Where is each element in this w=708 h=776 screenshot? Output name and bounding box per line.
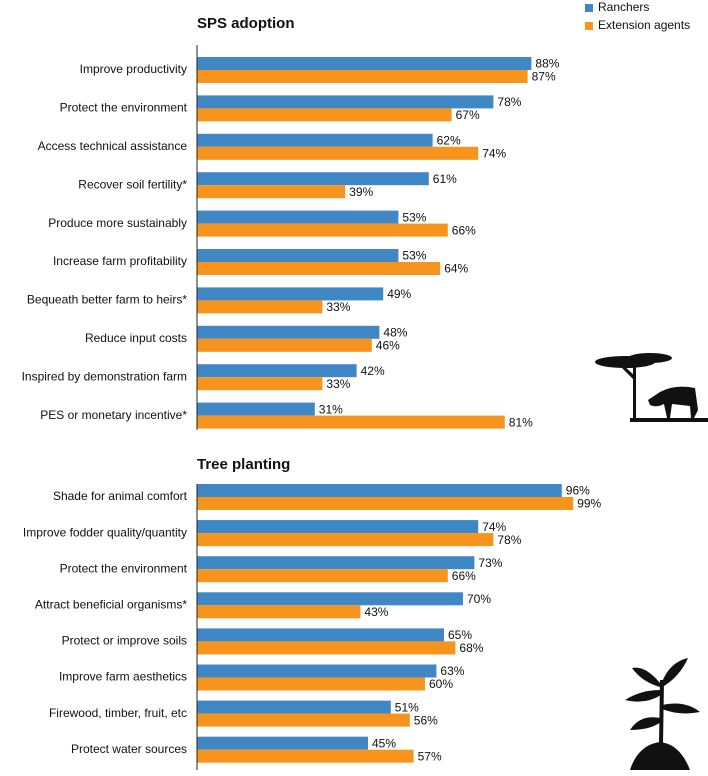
value-label: 88%: [535, 57, 559, 71]
plant-icon: [625, 658, 700, 770]
value-label: 43%: [364, 605, 388, 619]
value-label: 64%: [444, 262, 468, 276]
legend-swatch: [585, 22, 593, 30]
legend-label: Extension agents: [598, 18, 690, 32]
bar: [197, 364, 357, 378]
bar: [197, 287, 384, 301]
chart-title: SPS adoption: [197, 15, 295, 32]
bar: [197, 700, 391, 714]
value-label: 78%: [497, 533, 521, 547]
value-label: 66%: [452, 569, 476, 583]
chart-title: Tree planting: [197, 456, 290, 473]
bar: [197, 172, 429, 186]
value-label: 67%: [456, 108, 480, 122]
value-label: 74%: [482, 146, 506, 160]
bar: [197, 300, 323, 314]
value-label: 70%: [467, 592, 491, 606]
bar: [197, 641, 456, 655]
value-label: 87%: [532, 70, 556, 84]
bar: [197, 605, 361, 619]
bar: [197, 146, 479, 160]
value-label: 73%: [478, 556, 502, 570]
value-label: 66%: [452, 223, 476, 237]
value-label: 51%: [395, 700, 419, 714]
bar: [197, 520, 479, 534]
value-label: 57%: [418, 749, 442, 763]
bar: [197, 556, 475, 570]
category-label: Protect or improve soils: [62, 634, 187, 648]
category-label: Improve farm aesthetics: [59, 670, 187, 684]
bar: [197, 533, 494, 547]
category-label: Reduce input costs: [85, 331, 187, 345]
category-label: Protect the environment: [60, 101, 188, 115]
bar: [197, 249, 399, 262]
bar: [197, 325, 380, 339]
bar: [197, 677, 425, 691]
category-label: Protect water sources: [71, 742, 187, 756]
bar: [197, 749, 414, 763]
bar: [197, 592, 463, 606]
value-label: 49%: [387, 287, 411, 301]
value-label: 68%: [459, 641, 483, 655]
tree-cow-icon: [595, 353, 708, 422]
value-label: 33%: [326, 300, 350, 314]
category-label: Increase farm profitability: [53, 254, 187, 268]
category-label: Recover soil fertility*: [78, 177, 187, 191]
bar: [197, 402, 315, 416]
value-label: 62%: [437, 133, 461, 147]
value-label: 48%: [383, 325, 407, 339]
bar: [197, 628, 444, 642]
category-label: PES or monetary incentive*: [40, 408, 187, 422]
value-label: 42%: [361, 364, 385, 378]
bar: [197, 736, 368, 750]
category-label: Shade for animal comfort: [53, 489, 188, 503]
value-label: 81%: [509, 415, 533, 429]
bar: [197, 262, 441, 275]
value-label: 46%: [376, 338, 400, 352]
value-label: 56%: [414, 713, 438, 727]
legend-label: Ranchers: [598, 0, 649, 14]
bar: [197, 497, 574, 510]
category-label: Protect the environment: [60, 561, 188, 575]
category-label: Improve fodder quality/quantity: [23, 525, 187, 539]
bar: [197, 377, 323, 391]
value-label: 65%: [448, 628, 472, 642]
category-label: Produce more sustainably: [48, 216, 187, 230]
value-label: 63%: [440, 664, 464, 678]
category-label: Improve productivity: [80, 62, 187, 76]
bar: [197, 185, 346, 199]
bar: [197, 415, 505, 429]
value-label: 31%: [319, 402, 343, 416]
value-label: 96%: [566, 484, 590, 498]
value-label: 45%: [372, 736, 396, 750]
category-label: Firewood, timber, fruit, etc: [49, 706, 187, 720]
category-label: Attract beneficial organisms*: [35, 597, 187, 611]
bar: [197, 569, 448, 583]
value-label: 33%: [326, 377, 350, 391]
value-label: 61%: [433, 172, 457, 186]
bar: [197, 484, 562, 497]
bar: [197, 338, 372, 352]
value-label: 53%: [402, 210, 426, 224]
value-label: 60%: [429, 677, 453, 691]
bar: [197, 223, 448, 237]
value-label: 53%: [402, 249, 426, 263]
category-label: Bequeath better farm to heirs*: [27, 293, 187, 307]
bar: [197, 210, 399, 224]
value-label: 78%: [497, 95, 521, 109]
bar: [197, 133, 433, 147]
bar: [197, 70, 528, 83]
category-label: Inspired by demonstration farm: [22, 369, 187, 383]
legend-swatch: [585, 4, 593, 12]
category-label: Access technical assistance: [38, 139, 188, 153]
value-label: 74%: [482, 520, 506, 534]
bar: [197, 57, 532, 70]
value-label: 39%: [349, 185, 373, 199]
value-label: 99%: [577, 497, 601, 511]
bar: [197, 713, 410, 727]
bar: [197, 664, 437, 678]
bar: [197, 95, 494, 109]
bar: [197, 108, 452, 122]
